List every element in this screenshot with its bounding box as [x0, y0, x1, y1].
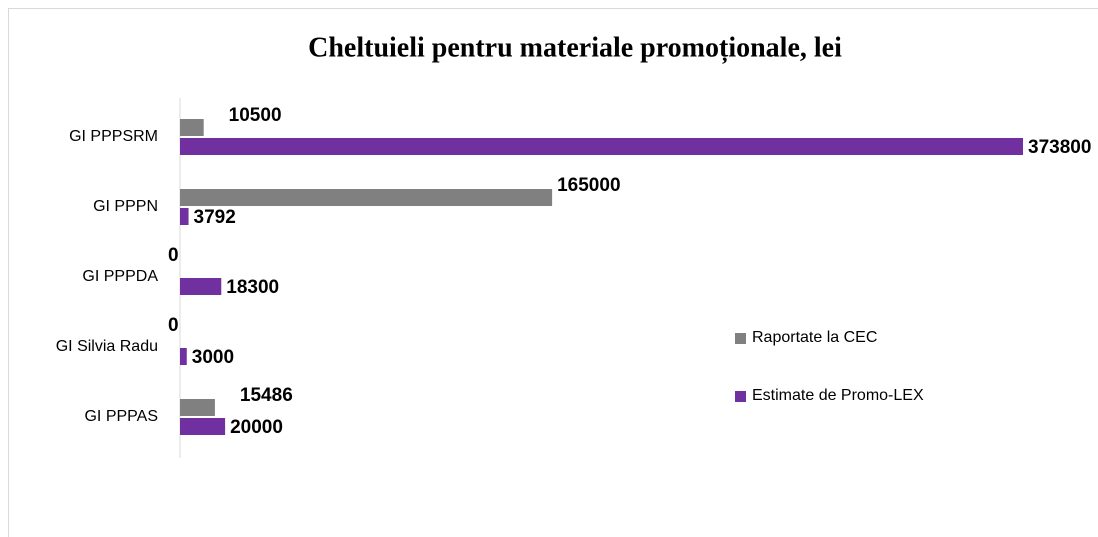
bar — [180, 208, 189, 225]
bar — [180, 348, 187, 365]
legend-swatch — [735, 391, 746, 402]
legend-label: Estimate de Promo-LEX — [752, 387, 924, 404]
bar — [180, 138, 1023, 155]
y-tick-label: GI PPPSRM — [69, 128, 158, 145]
data-label: 10500 — [229, 105, 282, 126]
bar — [180, 189, 553, 206]
bar — [180, 278, 222, 295]
legend-label: Raportate la CEC — [752, 329, 877, 346]
bar — [180, 418, 226, 435]
data-label: 3792 — [194, 207, 236, 228]
legend-swatch — [735, 333, 746, 344]
data-label: 20000 — [230, 417, 283, 438]
y-tick-label: GI Silvia Radu — [56, 338, 158, 355]
data-label: 18300 — [226, 277, 279, 298]
chart-title: Cheltuieli pentru materiale promoționale… — [308, 32, 842, 63]
chart-border — [8, 8, 1098, 537]
data-label: 0 — [168, 315, 179, 336]
bar — [180, 119, 204, 136]
data-label: 373800 — [1028, 137, 1091, 158]
y-tick-label: GI PPPN — [93, 198, 158, 215]
data-label: 3000 — [192, 347, 234, 368]
data-label: 0 — [168, 245, 179, 266]
bar — [180, 399, 215, 416]
data-label: 15486 — [240, 385, 293, 406]
y-tick-label: GI PPPAS — [84, 408, 158, 425]
data-label: 165000 — [557, 175, 620, 196]
y-tick-label: GI PPPDA — [82, 268, 158, 285]
